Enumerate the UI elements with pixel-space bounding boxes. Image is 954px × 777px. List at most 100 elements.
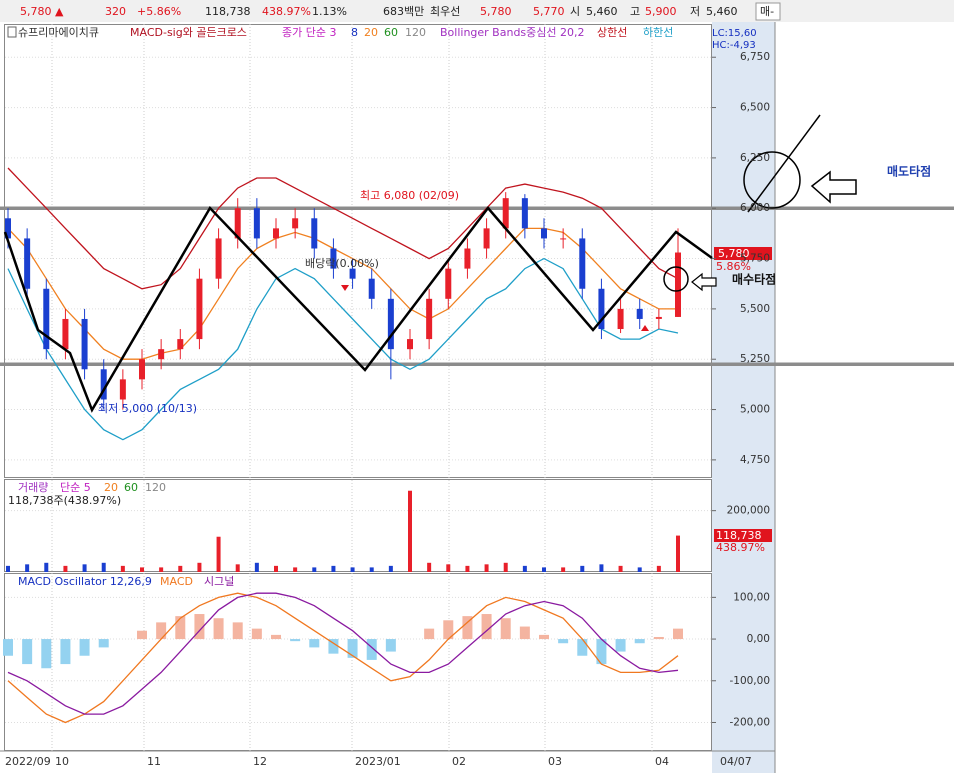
volume-bar xyxy=(197,562,202,572)
oscillator-bar xyxy=(60,639,71,665)
volume-bar xyxy=(465,565,470,572)
candle-body xyxy=(81,318,88,370)
header-item[interactable]: 매- xyxy=(760,5,774,18)
oscillator-bar xyxy=(673,628,683,640)
legend-item: 60 xyxy=(384,26,398,39)
oscillator-bar xyxy=(194,614,205,640)
header-item: +5.86% xyxy=(137,5,181,18)
volume-bar xyxy=(637,567,642,572)
candle-body xyxy=(311,218,318,249)
oscillator-bar xyxy=(596,639,607,665)
price-frame xyxy=(4,24,712,478)
volume-bar xyxy=(44,562,49,572)
sell-arrow xyxy=(810,170,857,204)
volume-summary: 118,738주(438.97%) xyxy=(8,494,121,507)
candle-body xyxy=(292,218,299,229)
y-tick-label: 6,750 xyxy=(740,51,770,63)
legend-item: 60 xyxy=(124,481,138,494)
price-line xyxy=(7,227,678,360)
legend-item: 120 xyxy=(405,26,426,39)
candle-body xyxy=(502,198,509,229)
volume-bar xyxy=(63,565,68,572)
candle-body xyxy=(598,288,605,330)
legend-item: 20 xyxy=(104,481,118,494)
y-tick-label: 200,000 xyxy=(727,505,770,517)
oscillator-bar xyxy=(385,639,396,652)
volume-bar xyxy=(293,567,298,572)
volume-bar xyxy=(6,565,10,572)
candle-body xyxy=(636,308,643,319)
volume-bar xyxy=(676,535,680,572)
header-item: 5,900 xyxy=(645,5,677,18)
oscillator-bar xyxy=(271,634,281,640)
y-tick-label: -200,00 xyxy=(729,716,770,728)
candle-body xyxy=(215,238,222,279)
price-line xyxy=(7,257,679,441)
oscillator-bar xyxy=(98,639,109,648)
header-item: 5,460 xyxy=(586,5,618,18)
marker xyxy=(641,325,649,331)
x-tick-label: 12 xyxy=(253,755,267,768)
oscillator-bar xyxy=(347,639,358,658)
header-item: 최우선 xyxy=(430,5,460,18)
volume-bar xyxy=(427,562,432,572)
macd-line xyxy=(7,592,679,724)
volume-tag xyxy=(714,529,772,542)
header-item: 438.97% xyxy=(262,5,311,18)
candle-body xyxy=(119,379,126,400)
y-tick-label: -100,00 xyxy=(729,675,770,687)
oscillator-bar xyxy=(634,639,645,644)
y-tick-label: 100,00 xyxy=(733,591,770,603)
y-tick-label: 5,250 xyxy=(740,353,770,365)
oscillator-bar xyxy=(213,618,224,640)
volume-bar xyxy=(599,564,604,572)
candle-body xyxy=(177,339,184,350)
oscillator-bar xyxy=(22,639,33,665)
oscillator-bar xyxy=(653,636,664,640)
legend-item: MACD Oscillator 12,26,9 xyxy=(18,575,152,588)
buy-arrow xyxy=(691,272,717,292)
legend-item: MACD-sig와 골든크로스 xyxy=(130,26,247,39)
x-tick-label: 10 xyxy=(55,755,69,768)
header-item: 5,460 xyxy=(706,5,738,18)
volume-bar xyxy=(312,567,317,572)
volume-bar xyxy=(446,564,451,572)
y-tick-label: 5,750 xyxy=(740,253,770,265)
candle-body xyxy=(483,228,490,249)
legend-item: 하한선 xyxy=(643,25,673,39)
header-item: 683백만 xyxy=(383,5,424,18)
x-tick-label: 2023/01 xyxy=(355,755,401,768)
candle-body xyxy=(43,288,50,350)
axis-panel xyxy=(712,22,775,773)
marker xyxy=(341,285,349,291)
legend-item: Bollinger Bands중심선 20,2 xyxy=(440,26,585,39)
grid xyxy=(5,24,711,751)
candle-body xyxy=(445,268,452,299)
volume-bar xyxy=(254,562,259,572)
price-change: 5.86% xyxy=(716,260,751,273)
x-tick-label: 04/07 xyxy=(720,755,752,768)
oscillator-bar xyxy=(481,614,492,640)
volume-bar xyxy=(216,536,221,572)
volume-change: 438.97% xyxy=(716,541,765,554)
legend-item: 슈프리마에이치큐 xyxy=(18,26,99,39)
oscillator-bar xyxy=(137,630,147,640)
sell-circle xyxy=(743,151,801,209)
x-tick-label: 04 xyxy=(655,755,669,768)
volume-frame xyxy=(4,479,712,572)
candle-body xyxy=(541,228,547,239)
high-label: 최고 6,080 (02/09) xyxy=(360,189,459,202)
candle-body xyxy=(158,349,165,360)
low-label: 최저 5,000 (10/13) xyxy=(98,402,197,415)
candle-body xyxy=(139,359,145,380)
volume-bar xyxy=(503,562,508,572)
volume-bar xyxy=(101,562,106,572)
header-item: 1.13% xyxy=(312,5,347,18)
header-button[interactable] xyxy=(755,2,781,21)
oscillator-bar xyxy=(366,639,377,660)
oscillator-bar xyxy=(539,634,549,640)
candle-body xyxy=(464,248,471,269)
volume-bar xyxy=(235,564,240,572)
oscillator-bar xyxy=(443,620,454,640)
